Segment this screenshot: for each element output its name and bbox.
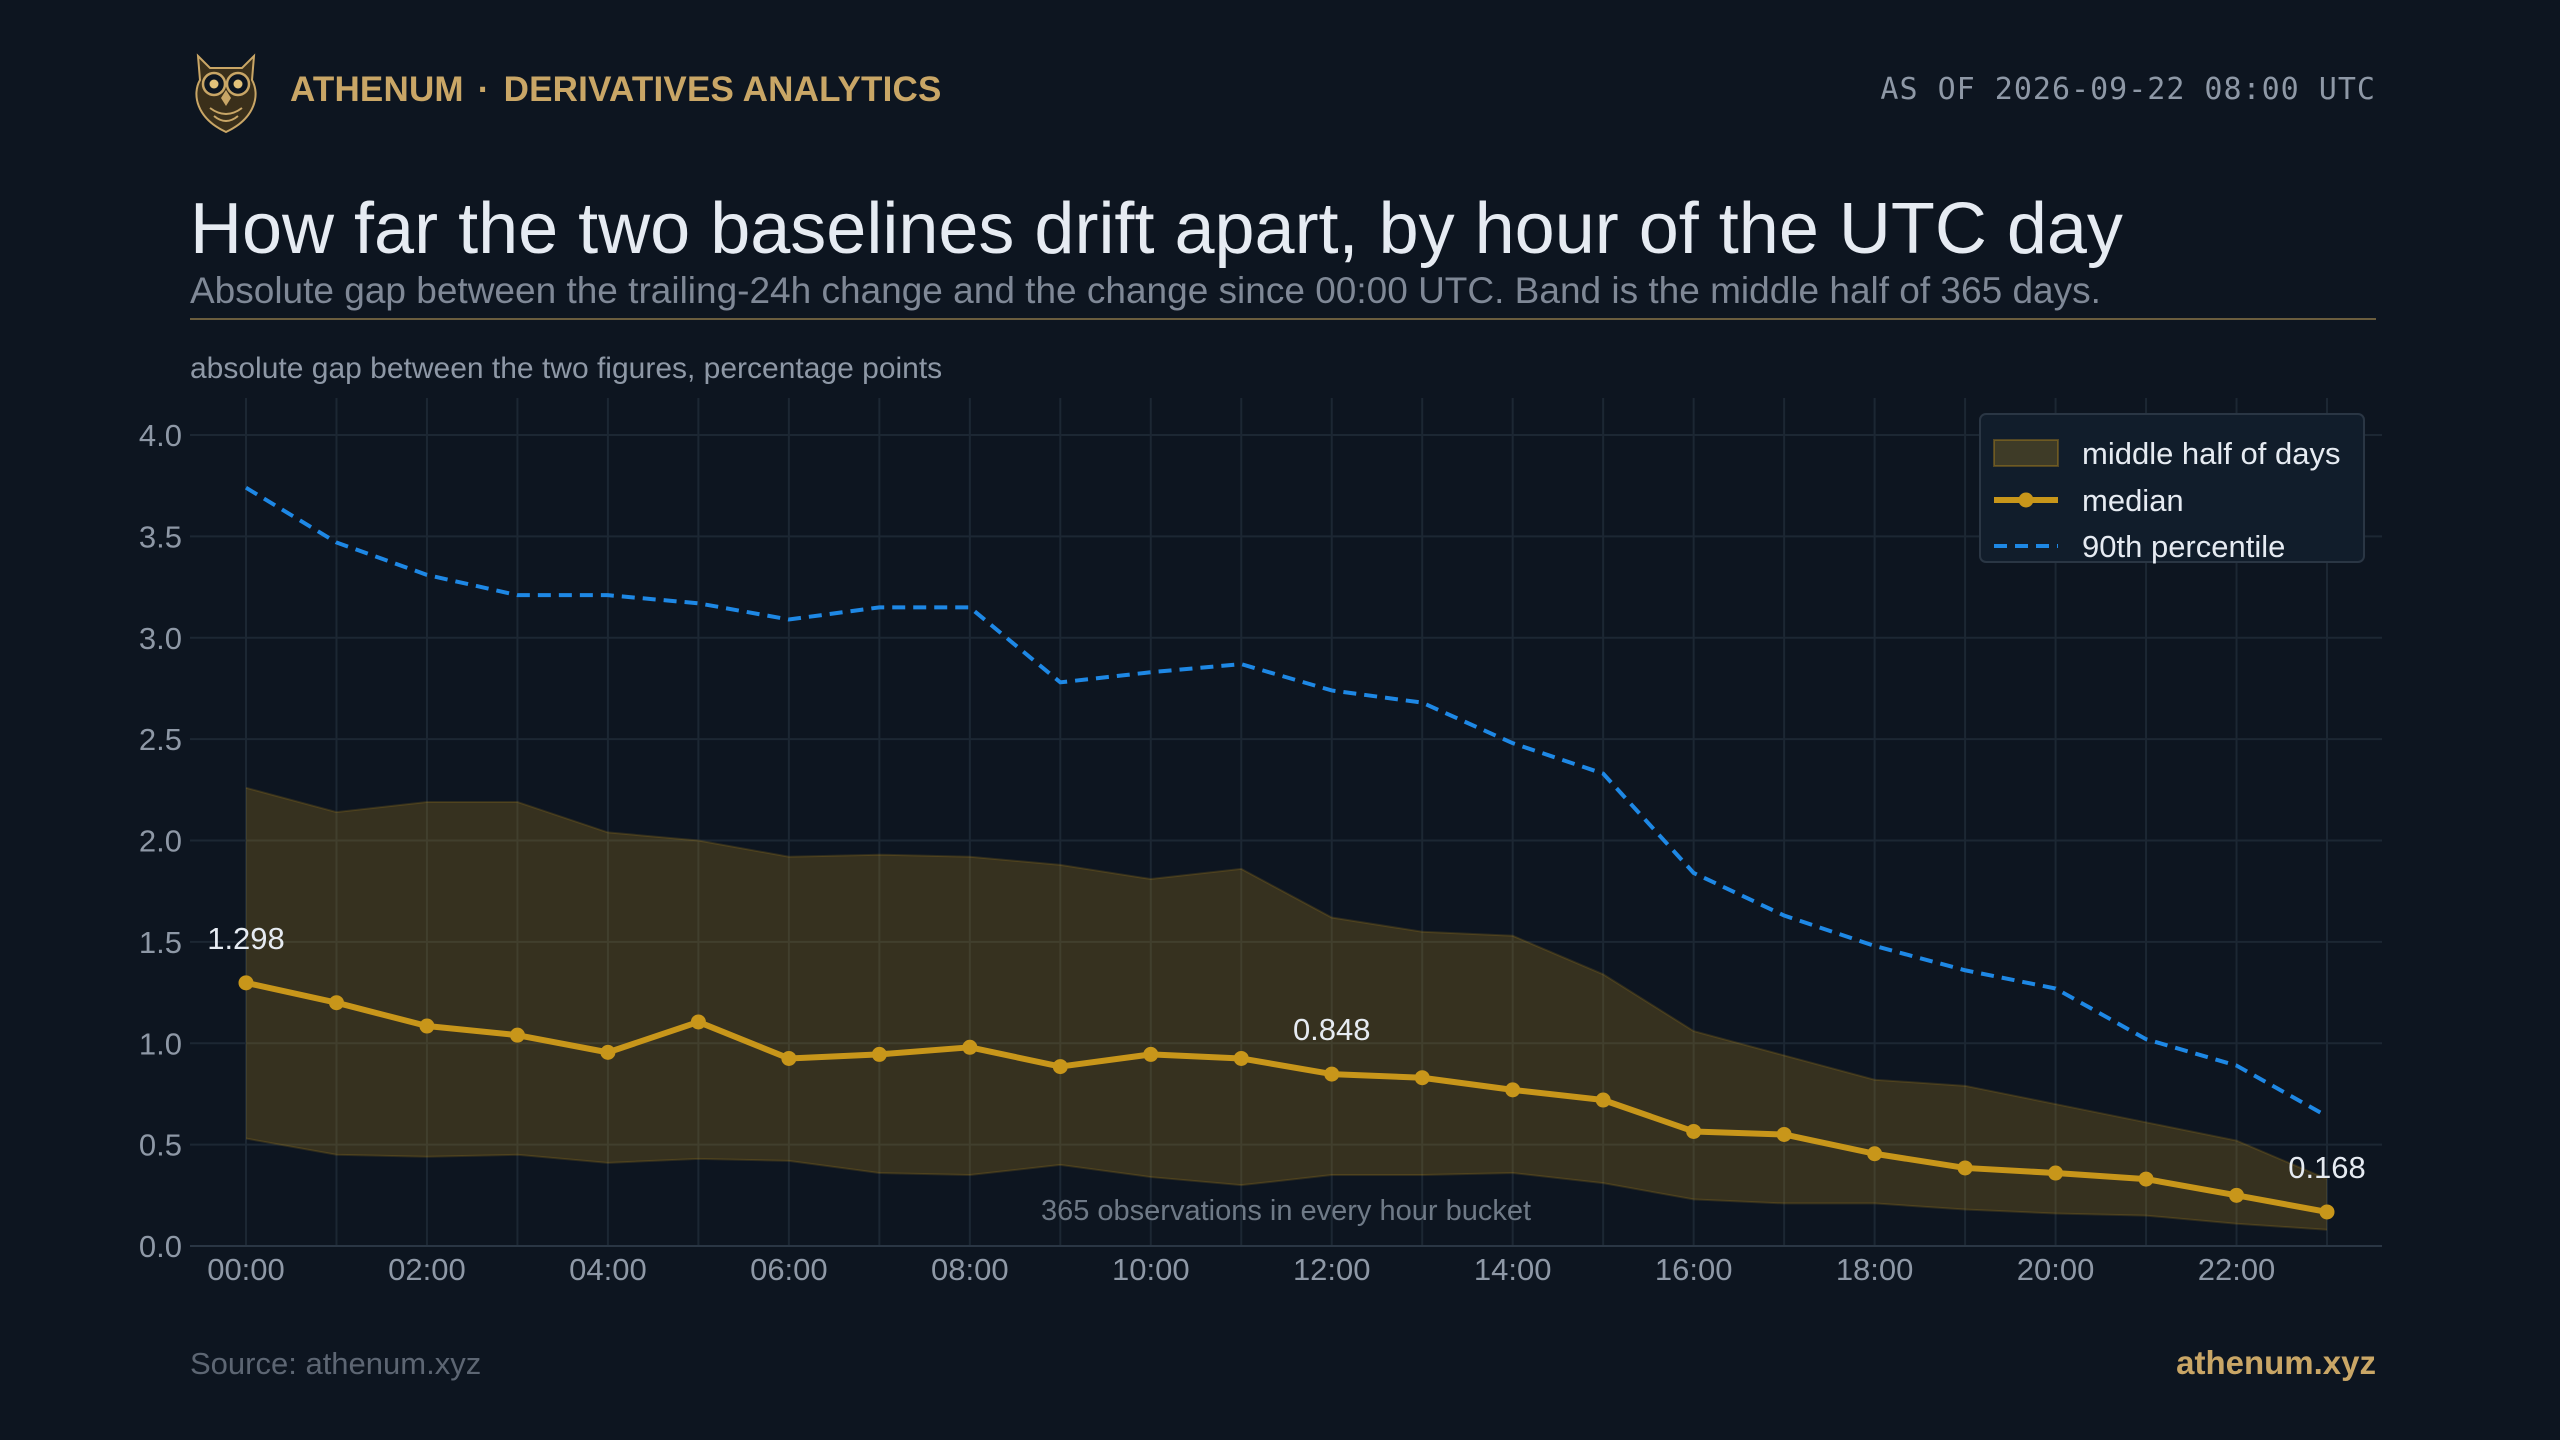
x-tick-label: 16:00: [1655, 1252, 1733, 1287]
title-divider: [190, 318, 2376, 320]
observations-annotation: 365 observations in every hour bucket: [1041, 1195, 1531, 1227]
median-point: [1505, 1082, 1521, 1098]
y-tick-label: 2.5: [139, 722, 182, 757]
y-tick-label: 2.0: [139, 824, 182, 859]
owl-icon: [195, 53, 257, 134]
y-tick-label: 4.0: [139, 418, 182, 453]
y-tick-label: 1.5: [139, 925, 182, 960]
chart-title: How far the two baselines drift apart, b…: [190, 189, 2123, 269]
median-point: [1143, 1046, 1159, 1062]
median-point: [600, 1044, 616, 1060]
x-tick-label: 10:00: [1112, 1252, 1190, 1287]
legend-box: [1979, 413, 2365, 563]
legend-swatch-median-point: [2018, 492, 2034, 508]
x-tick-label: 22:00: [2198, 1252, 2276, 1287]
y-tick-label: 0.0: [139, 1229, 182, 1264]
y-tick-label: 3.0: [139, 621, 182, 656]
median-point: [1686, 1123, 1702, 1139]
y-tick-label: 3.5: [139, 519, 182, 554]
legend-swatch-band: [1993, 439, 2059, 467]
header: ATHENUM · DERIVATIVES ANALYTICS AS OF 2026…: [190, 46, 2376, 138]
x-tick-label: 04:00: [569, 1252, 647, 1287]
median-line: [245, 979, 2328, 1215]
median-point: [509, 1027, 525, 1043]
median-point: [419, 1018, 435, 1034]
median-point: [1052, 1059, 1068, 1075]
p90-line: [244, 486, 2328, 1118]
brand-section: DERIVATIVES ANALYTICS: [503, 70, 942, 109]
legend-label-p90: 90th percentile: [2082, 529, 2285, 564]
brand-separator: ·: [477, 70, 490, 109]
median-point: [1414, 1070, 1430, 1086]
median-data-label: 0.168: [2288, 1150, 2366, 1185]
median-point: [962, 1039, 978, 1055]
legend-label-median: median: [2082, 483, 2184, 518]
as-of-timestamp: AS OF 2026-09-22 08:00 UTC: [1880, 72, 2376, 107]
median-point: [2048, 1165, 2064, 1181]
legend-label-band: middle half of days: [2082, 436, 2340, 471]
y-tick-label: 1.0: [139, 1026, 182, 1061]
x-tick-label: 12:00: [1293, 1252, 1371, 1287]
x-tick-label: 08:00: [931, 1252, 1009, 1287]
chart-subtitle: Absolute gap between the trailing-24h ch…: [190, 270, 2101, 311]
median-point: [1776, 1126, 1792, 1142]
median-point: [2138, 1171, 2154, 1187]
median-point: [871, 1046, 887, 1062]
median-data-label: 0.848: [1293, 1012, 1371, 1047]
median-point: [1867, 1146, 1883, 1162]
median-point: [781, 1050, 797, 1066]
median-point: [690, 1014, 706, 1030]
source-note: Source: athenum.xyz: [190, 1346, 482, 1381]
site-link[interactable]: athenum.xyz: [2176, 1344, 2376, 1381]
median-point: [328, 995, 344, 1011]
band-area: [246, 787, 2327, 1230]
y-tick-label: 0.5: [139, 1128, 182, 1163]
median-point: [2319, 1204, 2335, 1220]
median-point: [238, 975, 254, 991]
y-axis-label: absolute gap between the two figures, pe…: [190, 352, 942, 385]
brand-name: ATHENUM: [290, 70, 464, 109]
x-tick-label: 00:00: [207, 1252, 285, 1287]
median-data-label: 1.298: [207, 921, 285, 956]
x-tick-label: 18:00: [1836, 1252, 1914, 1287]
median-point: [1324, 1066, 1340, 1082]
median-point: [1233, 1050, 1249, 1066]
median-point: [1957, 1160, 1973, 1176]
median-point: [1595, 1092, 1611, 1108]
chart: 0.0 0.5 1.0 1.5 2.0 2.5 3.0 3.5 4.0 00:00 02:00 04:…: [139, 352, 2382, 1287]
band-upper-edge: [245, 786, 2328, 1181]
brand-line: ATHENUM · DERIVATIVES ANALYTICS: [290, 70, 942, 110]
x-tick-label: 14:00: [1474, 1252, 1552, 1287]
median-point: [2229, 1187, 2245, 1203]
x-tick-label: 02:00: [388, 1252, 466, 1287]
band-lower-edge: [245, 1137, 2328, 1231]
x-tick-label: 06:00: [750, 1252, 828, 1287]
x-tick-label: 20:00: [2017, 1252, 2095, 1287]
